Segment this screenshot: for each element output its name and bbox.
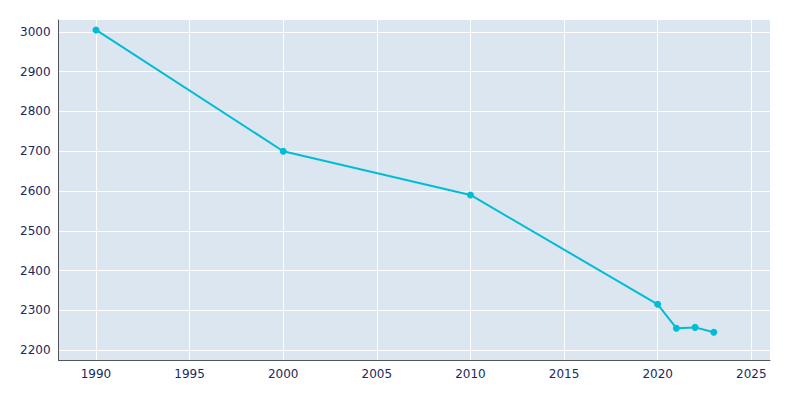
svg-text:2300: 2300 [20,303,51,317]
svg-text:2700: 2700 [20,144,51,158]
svg-text:1995: 1995 [174,367,205,381]
svg-text:2005: 2005 [362,367,393,381]
svg-text:3000: 3000 [20,25,51,39]
svg-text:2010: 2010 [455,367,486,381]
svg-text:2000: 2000 [268,367,299,381]
svg-text:2500: 2500 [20,224,51,238]
svg-text:2200: 2200 [20,343,51,357]
svg-text:1990: 1990 [81,367,112,381]
svg-text:2020: 2020 [642,367,673,381]
svg-text:2400: 2400 [20,264,51,278]
svg-text:2900: 2900 [20,65,51,79]
svg-text:2015: 2015 [549,367,580,381]
svg-text:2600: 2600 [20,184,51,198]
svg-text:2800: 2800 [20,104,51,118]
svg-text:2025: 2025 [736,367,767,381]
